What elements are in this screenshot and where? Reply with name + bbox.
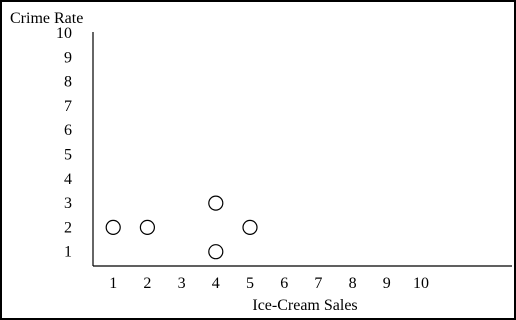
y-tick-labels: 1 2 3 4 5 6 7 8 9 10 [56,25,72,261]
y-tick-label: 8 [64,74,72,91]
y-tick-label: 4 [64,171,72,188]
data-point [139,219,155,235]
y-tick-label: 5 [64,147,72,164]
y-tick-label: 2 [64,219,72,236]
y-tick-label: 9 [64,49,72,66]
x-tick-label: 9 [383,275,391,292]
y-tick-label: 3 [64,195,72,212]
x-tick-label: 10 [413,275,429,292]
y-tick-label: 7 [64,98,72,115]
y-tick-label: 6 [64,122,72,139]
x-tick-label: 2 [143,275,151,292]
x-tick-label: 5 [246,275,254,292]
x-tick-label: 8 [349,275,357,292]
data-point [208,195,224,211]
data-points [105,195,258,260]
data-point [208,244,224,260]
x-tick-labels: 1 2 3 4 5 6 7 8 9 10 [109,275,429,292]
x-tick-label: 1 [109,275,117,292]
x-tick-label: 3 [178,275,186,292]
x-tick-label: 6 [280,275,288,292]
data-point [105,219,121,235]
y-axis-title: Crime Rate [10,10,83,27]
x-axis-title: Ice-Cream Sales [252,297,357,314]
x-tick-label: 4 [212,275,220,292]
data-point [242,219,258,235]
y-tick-label: 10 [56,25,72,42]
y-tick-label: 1 [64,244,72,261]
x-tick-label: 7 [314,275,322,292]
